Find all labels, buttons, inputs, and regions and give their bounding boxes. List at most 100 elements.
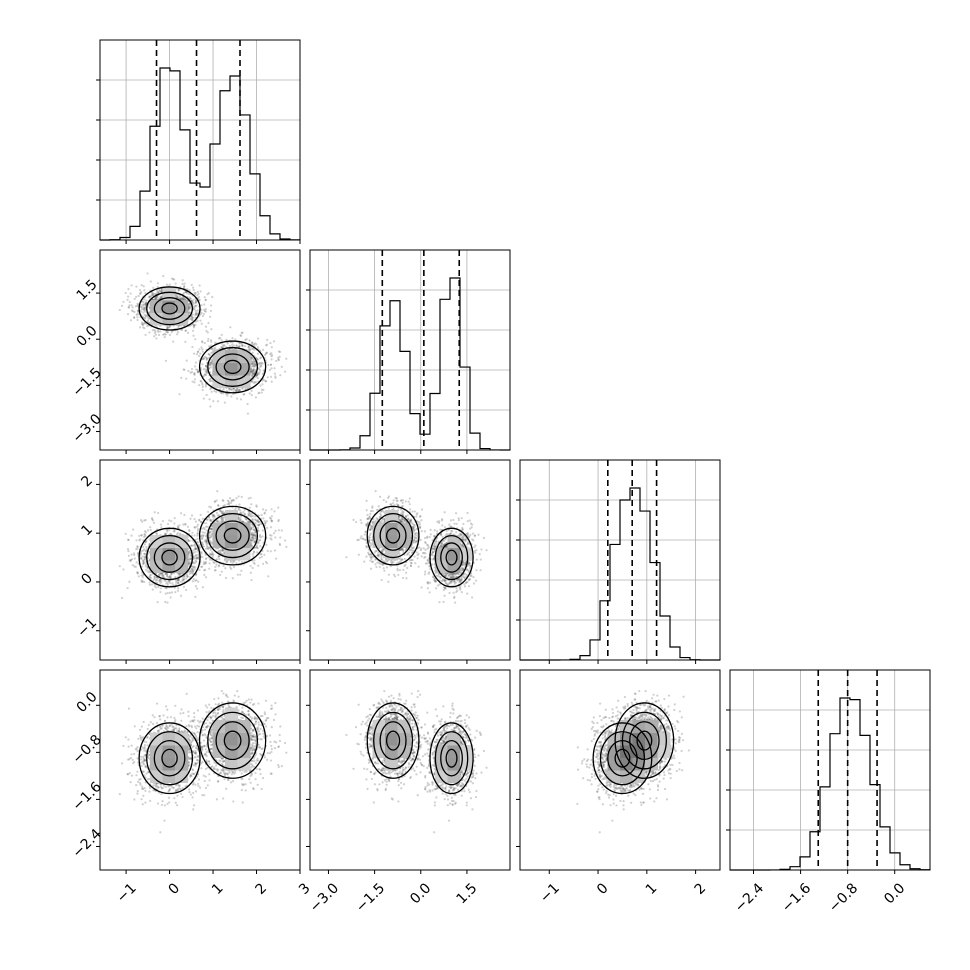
scatter-point bbox=[211, 555, 214, 558]
scatter-point bbox=[138, 534, 141, 537]
scatter-point bbox=[194, 311, 198, 314]
scatter-point bbox=[193, 291, 196, 294]
scatter-point bbox=[250, 544, 253, 547]
scatter-point bbox=[248, 511, 251, 514]
scatter-point bbox=[269, 363, 272, 367]
scatter-point bbox=[204, 568, 207, 571]
scatter-point bbox=[257, 363, 260, 366]
scatter-point bbox=[210, 340, 213, 343]
scatter-point bbox=[191, 300, 194, 304]
scatter-point bbox=[159, 572, 162, 575]
scatter-point bbox=[154, 330, 157, 333]
scatter-point bbox=[146, 319, 149, 322]
scatter-point bbox=[157, 573, 161, 576]
scatter-point bbox=[244, 517, 247, 520]
scatter-point bbox=[258, 539, 261, 542]
scatter-point bbox=[240, 495, 243, 499]
scatter-point bbox=[197, 580, 200, 583]
scatter-point bbox=[220, 338, 223, 342]
scatter-point bbox=[183, 291, 186, 295]
scatter-point bbox=[194, 553, 198, 557]
scatter-point bbox=[202, 534, 205, 537]
scatter-point bbox=[190, 367, 194, 371]
scatter-point bbox=[199, 379, 202, 383]
scatter-point bbox=[250, 356, 254, 359]
scatter-point bbox=[191, 345, 194, 349]
scatter-point bbox=[188, 561, 191, 564]
scatter-point bbox=[209, 366, 213, 369]
scatter-point bbox=[251, 371, 254, 374]
scatter-point bbox=[212, 560, 215, 564]
scatter-point bbox=[177, 326, 180, 329]
scatter-point bbox=[200, 565, 204, 568]
scatter-point bbox=[253, 364, 256, 368]
scatter-point bbox=[143, 313, 146, 316]
scatter-point bbox=[149, 280, 152, 283]
scatter-point bbox=[250, 527, 253, 530]
scatter-point bbox=[139, 292, 142, 295]
scatter-point bbox=[215, 563, 218, 566]
scatter-point bbox=[274, 375, 277, 378]
scatter-point bbox=[208, 315, 212, 318]
scatter-point bbox=[186, 525, 190, 528]
scatter-point bbox=[250, 360, 254, 363]
scatter-point bbox=[178, 295, 182, 298]
scatter-point bbox=[208, 558, 212, 561]
scatter-point bbox=[183, 282, 186, 285]
scatter-point bbox=[154, 297, 157, 300]
scatter-point bbox=[204, 299, 207, 302]
scatter-point bbox=[192, 549, 195, 552]
scatter-point bbox=[201, 341, 204, 344]
scatter-point bbox=[142, 562, 145, 565]
scatter-point bbox=[188, 296, 191, 299]
scatter-point bbox=[196, 532, 199, 535]
scatter-point bbox=[250, 362, 254, 365]
scatter-point bbox=[201, 385, 204, 389]
scatter-point bbox=[192, 324, 196, 327]
scatter-point bbox=[249, 571, 253, 574]
scatter-point bbox=[144, 333, 147, 336]
scatter-point bbox=[209, 362, 212, 365]
scatter-point bbox=[273, 549, 277, 552]
scatter-point bbox=[136, 572, 139, 575]
density-cell bbox=[175, 312, 188, 326]
scatter-point bbox=[222, 345, 225, 348]
contour-line bbox=[146, 291, 194, 326]
scatter-point bbox=[250, 369, 253, 372]
scatter-point bbox=[174, 579, 178, 582]
scatter-point bbox=[188, 292, 191, 296]
scatter-point bbox=[165, 283, 169, 286]
scatter-point bbox=[229, 326, 232, 329]
scatter-point bbox=[181, 576, 184, 579]
scatter-point bbox=[164, 333, 167, 336]
scatter-point bbox=[195, 353, 199, 356]
scatter-point bbox=[252, 550, 255, 553]
scatter-point bbox=[143, 533, 146, 536]
scatter-point bbox=[187, 555, 190, 558]
scatter-point bbox=[192, 334, 195, 337]
scatter-point bbox=[203, 296, 206, 299]
scatter-point bbox=[251, 514, 255, 518]
scatter-point bbox=[137, 311, 140, 314]
scatter-point bbox=[141, 323, 145, 326]
scatter-point bbox=[193, 544, 196, 547]
scatter-point bbox=[194, 559, 197, 562]
scatter-point bbox=[245, 338, 248, 341]
scatter-point bbox=[128, 300, 131, 304]
scatter-point bbox=[184, 329, 187, 332]
scatter-point bbox=[254, 396, 258, 399]
scatter-point bbox=[236, 389, 239, 393]
scatter-point bbox=[196, 371, 200, 374]
scatter-point bbox=[236, 387, 239, 390]
scatter-point bbox=[257, 367, 261, 370]
scatter-point bbox=[252, 372, 256, 375]
scatter-point bbox=[148, 331, 151, 334]
scatter-point bbox=[164, 592, 167, 595]
scatter-point bbox=[270, 380, 273, 383]
scatter-point bbox=[127, 549, 130, 553]
scatter-point bbox=[259, 357, 262, 360]
scatter-point bbox=[195, 547, 198, 551]
scatter-point bbox=[158, 289, 161, 292]
scatter-point bbox=[250, 541, 253, 544]
scatter-point bbox=[252, 368, 255, 371]
